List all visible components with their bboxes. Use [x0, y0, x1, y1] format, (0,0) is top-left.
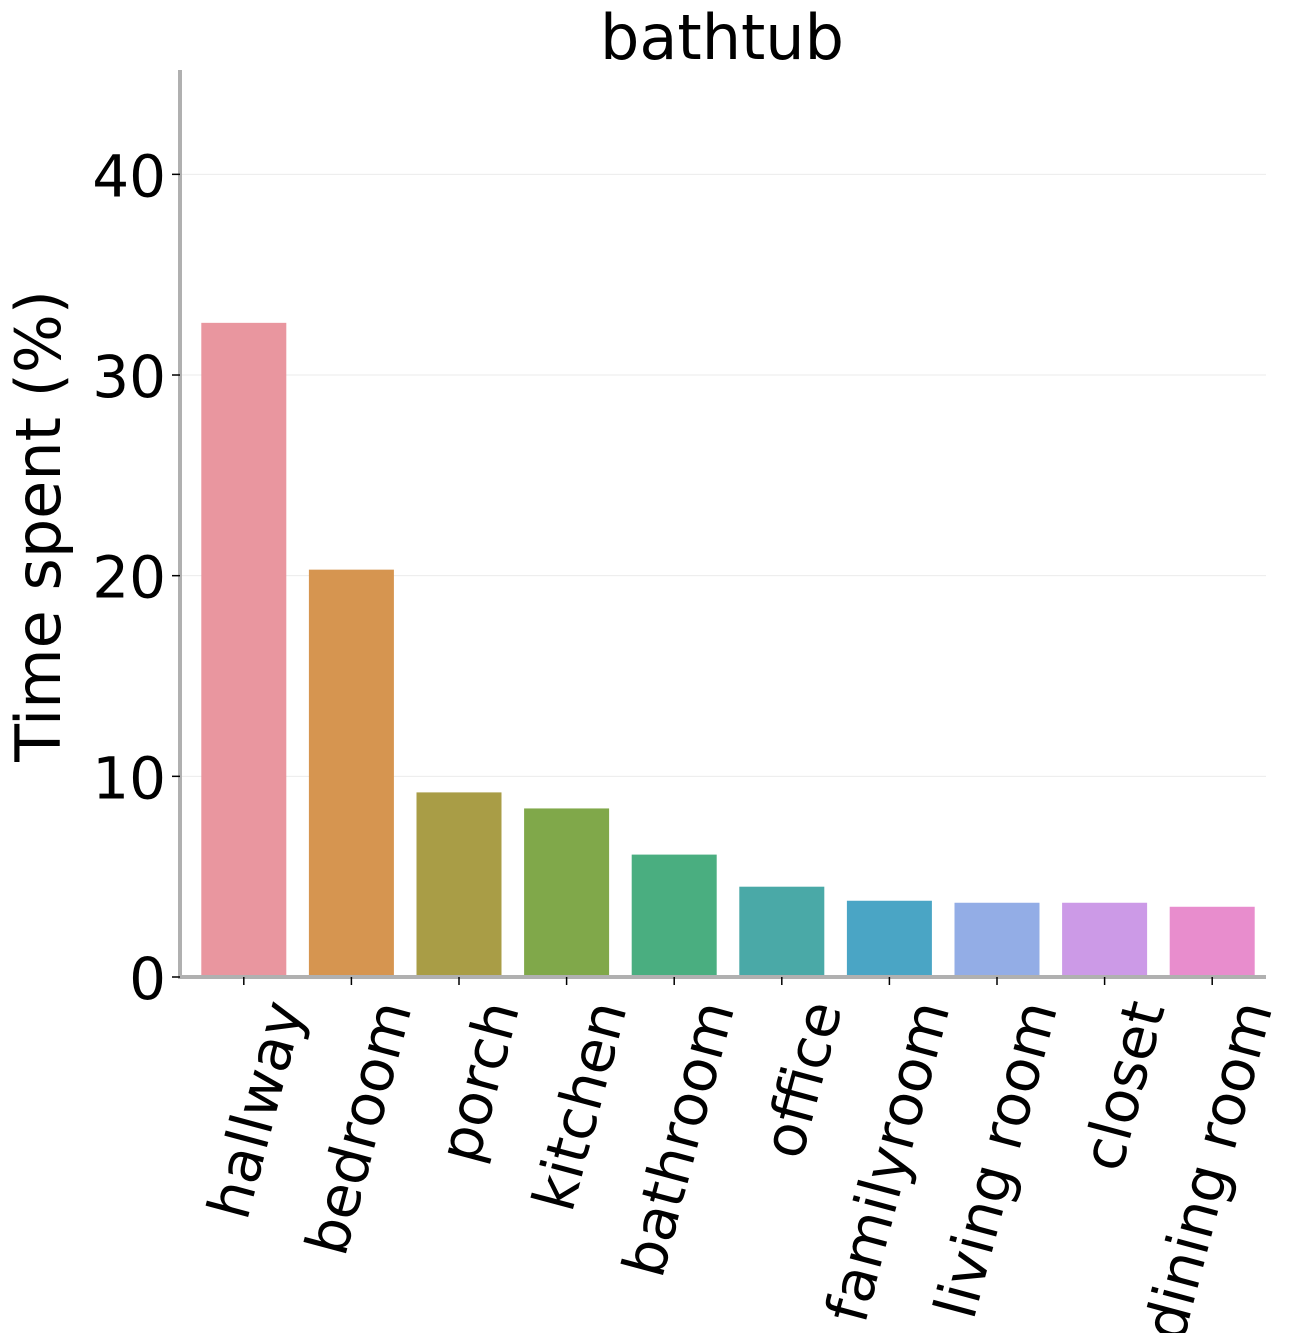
y-tick-label: 10	[92, 744, 166, 812]
x-tick-label: bedroom	[292, 994, 425, 1262]
y-axis-label: Time spent (%)	[2, 290, 75, 763]
bar-familyroom	[846, 900, 932, 977]
x-tick-label: kitchen	[520, 994, 641, 1218]
bar-kitchen	[524, 808, 610, 977]
bar-dining-room	[1169, 906, 1255, 977]
bar-living-room	[954, 902, 1040, 977]
y-tick-label: 20	[92, 544, 166, 612]
y-tick-label: 30	[92, 343, 166, 411]
bar-bathroom	[631, 854, 717, 977]
bar-porch	[416, 792, 502, 977]
y-tick-label: 40	[92, 142, 166, 210]
bars	[201, 322, 1255, 977]
bar-bedroom	[308, 569, 394, 977]
x-tick-label: office	[749, 994, 856, 1165]
bar-hallway	[201, 322, 287, 977]
x-tick-label: hallway	[195, 994, 318, 1226]
chart-title: bathtub	[600, 1, 844, 74]
x-tick-label: porch	[425, 994, 533, 1170]
y-tick-label: 0	[129, 945, 166, 1013]
axes	[178, 70, 1266, 979]
x-tick-label: closet	[1068, 994, 1178, 1178]
y-ticks: 0 10 20 30 40	[92, 142, 180, 1013]
bar-office	[739, 886, 825, 977]
bar-closet	[1062, 902, 1148, 977]
